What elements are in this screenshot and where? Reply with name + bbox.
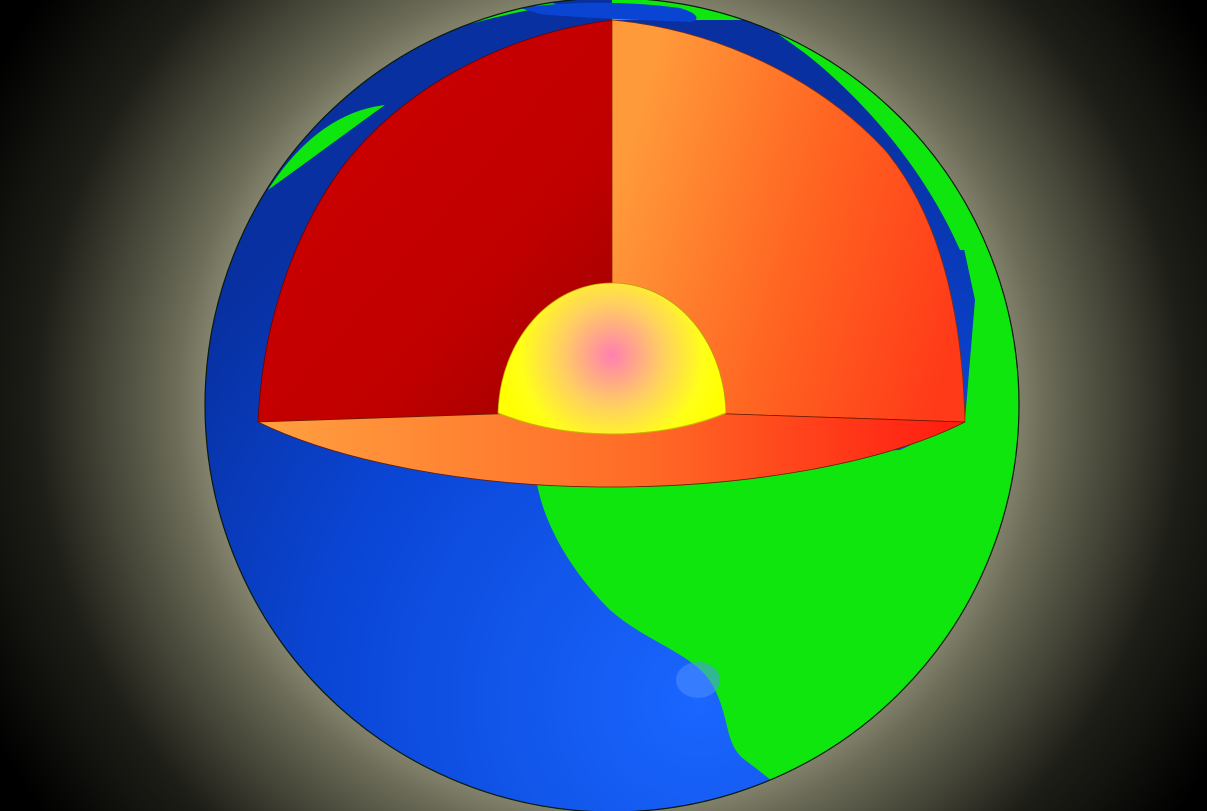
land-sliver-left (268, 105, 385, 190)
mantle-right-face (611, 19, 966, 423)
water-highlight (676, 662, 720, 698)
ocean-top (520, 2, 697, 22)
mantle-floor (257, 409, 966, 488)
mantle-left-face (257, 19, 613, 423)
core-shadow-edge (497, 412, 727, 435)
globe-outline (204, 0, 1020, 811)
ocean-lower-left (238, 580, 470, 811)
